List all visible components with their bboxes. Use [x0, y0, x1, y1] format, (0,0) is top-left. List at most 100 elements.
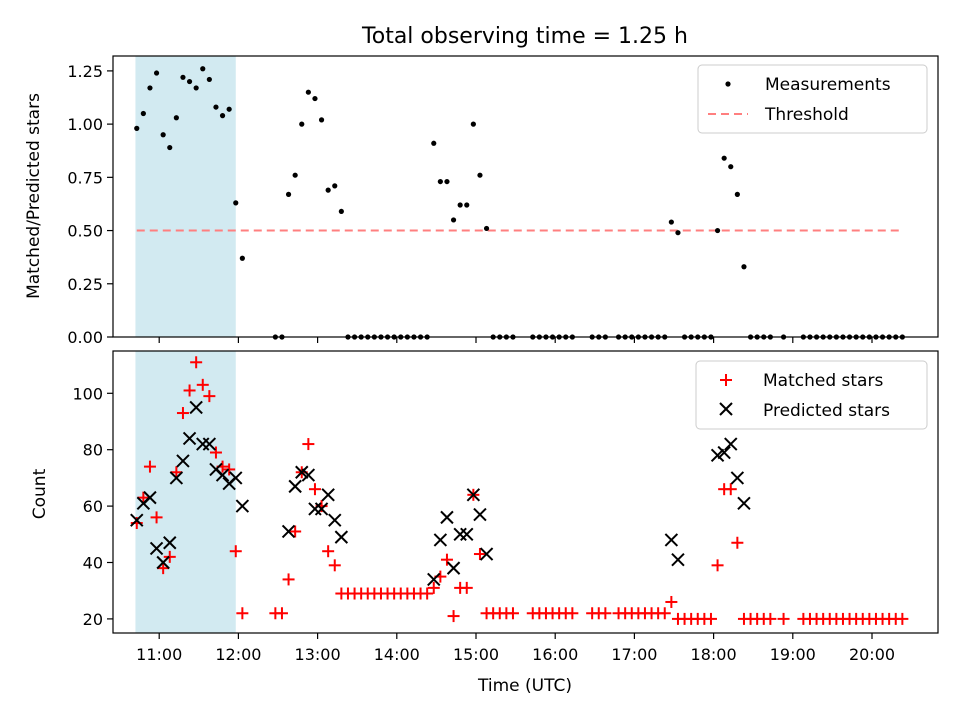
matched-star-point [566, 607, 579, 620]
predicted-star-point [235, 499, 250, 513]
predicted-star-point [730, 471, 745, 485]
predicted-star-point [176, 454, 190, 468]
matched-star-point [223, 463, 236, 476]
measurement-point [186, 78, 193, 85]
measurement-point [173, 115, 179, 121]
measurement-point [160, 132, 166, 138]
measurement-point [728, 164, 734, 170]
matched-star-point [170, 466, 183, 479]
matched-star-point [658, 607, 671, 620]
predicted-star-point [717, 445, 731, 460]
predicted-star-point [163, 536, 177, 550]
matched-star-point [764, 612, 777, 625]
matched-star-point [896, 612, 909, 625]
matched-star-point [421, 587, 434, 600]
measurement-points [134, 66, 905, 340]
x-tick-label: 16:00 [532, 645, 578, 664]
legend-matched-marker [720, 374, 732, 386]
matched-star-point [731, 536, 744, 549]
matched-star-point [704, 612, 717, 625]
ratio-panel: 0.00 0.25 0.50 0.75 1.00 1.25 Matched/Predict… [24, 55, 939, 347]
predicted-star-point [664, 533, 679, 547]
predicted-star-point [202, 437, 217, 451]
matched-star-point [275, 607, 288, 620]
observing-window-shade [135, 351, 236, 633]
predicted-star-point [334, 530, 349, 544]
predicted-star-point [229, 471, 243, 485]
x-tick-label: 11:00 [136, 645, 182, 664]
predicted-star-point [189, 400, 203, 415]
legend-predicted-marker [719, 402, 733, 416]
matched-star-point [150, 511, 163, 524]
measurement-point [450, 217, 457, 223]
measurement-point [457, 202, 463, 208]
matched-star-point [724, 483, 737, 496]
measurement-point [714, 227, 721, 234]
x-axis-label: Time (UTC) [477, 676, 572, 696]
matched-star-point [460, 581, 473, 594]
matched-star-point [203, 390, 216, 403]
predicted-star-point [433, 533, 448, 547]
measurement-point [734, 191, 740, 197]
measurement-point [305, 89, 311, 95]
predicted-star-point [446, 561, 461, 575]
measurement-point [134, 125, 140, 131]
count-x-axis-ticks: 11:00 12:00 13:00 14:00 15:00 16:00 17:00 18:00… [136, 633, 895, 664]
count-panel: 20 40 60 80 100 11:00 12:00 13:00 14:00 15:00 16:… [30, 350, 939, 696]
ratio-y-axis-label: Matched/Predicted stars [24, 93, 44, 299]
predicted-star-point [427, 572, 441, 587]
measurement-point [219, 113, 226, 119]
count-y-axis-ticks: 20 40 60 80 100 [72, 384, 113, 629]
figure-title: Total observing time = 1.25 h [361, 24, 688, 49]
legend-matched-label: Matched stars [763, 371, 883, 391]
ratio-legend-frame [697, 64, 928, 134]
predicted-star-point [295, 465, 309, 479]
matched-star-point [302, 438, 315, 451]
measurement-point [167, 144, 173, 151]
matched-star-point [473, 548, 486, 561]
predicted-star-point [466, 488, 481, 502]
predicted-star-point [281, 524, 296, 539]
x-tick-label: 15:00 [453, 645, 499, 664]
ratio-y-tick-label: 0.25 [67, 275, 103, 294]
count-y-tick-label: 100 [72, 384, 103, 403]
measurement-point [675, 230, 681, 236]
matched-star-point [289, 525, 302, 538]
measurement-point [338, 208, 344, 215]
predicted-star-point [215, 468, 230, 482]
measurement-point [741, 264, 747, 270]
measurement-point [668, 219, 674, 225]
predicted-star-point [737, 496, 751, 510]
predicted-star-point [182, 431, 197, 446]
matched-star-point [322, 545, 335, 558]
measurement-point [721, 155, 727, 161]
x-tick-label: 14:00 [374, 645, 420, 664]
matched-star-point [209, 446, 222, 459]
measurement-point [444, 178, 450, 185]
predicted-star-point [479, 547, 494, 561]
x-tick-label: 20:00 [849, 645, 895, 664]
measurement-point [147, 85, 153, 91]
matched-star-point [157, 562, 170, 575]
measurement-point [470, 121, 476, 127]
x-tick-label: 17:00 [611, 645, 657, 664]
predicted-star-point [671, 552, 685, 567]
count-y-tick-label: 80 [83, 441, 103, 460]
measurement-point [213, 104, 219, 110]
predicted-star-point [288, 479, 302, 494]
predicted-star-point [460, 527, 474, 542]
measurement-point [193, 85, 199, 91]
predicted-star-point [321, 488, 335, 502]
matched-star-point [665, 595, 678, 608]
matched-star-point [190, 356, 203, 369]
matched-star-point [506, 607, 519, 620]
predicted-star-point [301, 468, 316, 482]
measurement-point [285, 191, 292, 197]
predicted-star-point [156, 555, 170, 570]
count-panel-frame [112, 350, 939, 634]
predicted-stars-points [130, 400, 751, 587]
count-legend-frame [695, 360, 928, 430]
x-tick-label: 12:00 [215, 645, 261, 664]
measurement-point [464, 202, 470, 208]
ratio-y-tick-label: 1.00 [67, 115, 103, 134]
